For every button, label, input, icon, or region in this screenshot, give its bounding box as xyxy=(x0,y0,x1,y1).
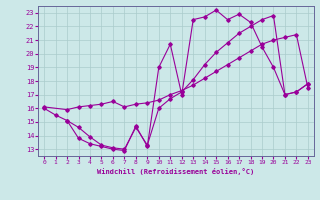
X-axis label: Windchill (Refroidissement éolien,°C): Windchill (Refroidissement éolien,°C) xyxy=(97,168,255,175)
